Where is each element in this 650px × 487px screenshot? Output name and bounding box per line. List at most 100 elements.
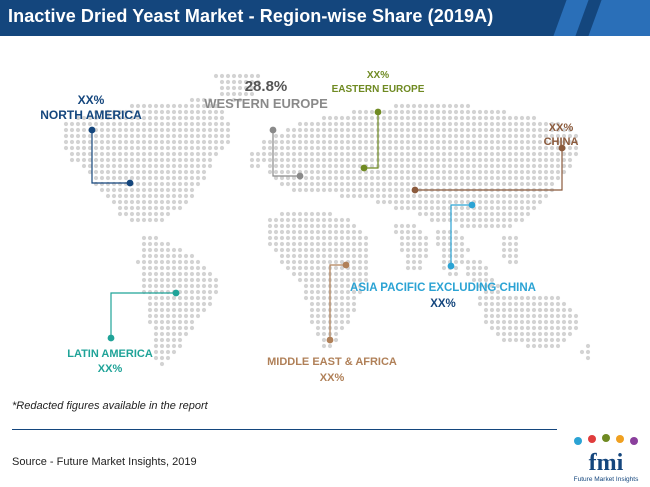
map-dot <box>345 235 351 241</box>
map-dot <box>189 277 195 283</box>
map-dot <box>471 139 477 145</box>
map-dot <box>483 175 489 181</box>
map-dot <box>189 271 195 277</box>
map-dot <box>495 313 501 319</box>
map-dot <box>153 217 159 223</box>
map-dot <box>339 133 345 139</box>
map-dot <box>99 121 105 127</box>
map-dot <box>165 205 171 211</box>
map-dot <box>519 211 525 217</box>
map-dot <box>525 301 531 307</box>
map-dot <box>531 181 537 187</box>
map-dot <box>189 313 195 319</box>
map-dot <box>453 145 459 151</box>
map-dot <box>483 205 489 211</box>
map-dot <box>165 247 171 253</box>
map-dot <box>483 121 489 127</box>
map-dot <box>357 127 363 133</box>
footnote: *Redacted figures available in the repor… <box>12 400 208 412</box>
map-dot <box>459 193 465 199</box>
map-dot <box>561 313 567 319</box>
map-dot <box>201 289 207 295</box>
region-value: XX% <box>97 363 123 375</box>
map-dot <box>483 151 489 157</box>
map-dot <box>345 283 351 289</box>
world-map-dots <box>63 73 591 367</box>
map-dot <box>333 115 339 121</box>
map-dot <box>453 199 459 205</box>
map-dot <box>327 217 333 223</box>
map-dot <box>447 157 453 163</box>
map-dot <box>153 205 159 211</box>
map-dot <box>567 145 573 151</box>
map-dot <box>441 235 447 241</box>
map-dot <box>519 133 525 139</box>
map-dot <box>525 127 531 133</box>
map-dot <box>351 241 357 247</box>
map-dot <box>195 151 201 157</box>
marker-asia-pacific <box>468 201 476 209</box>
map-dot <box>147 115 153 121</box>
map-dot <box>393 187 399 193</box>
map-dot <box>399 163 405 169</box>
map-dot <box>357 151 363 157</box>
map-dot <box>465 157 471 163</box>
map-dot <box>285 259 291 265</box>
map-dot <box>303 121 309 127</box>
map-dot <box>411 127 417 133</box>
map-dot <box>363 241 369 247</box>
map-dot <box>339 271 345 277</box>
map-dot <box>549 343 555 349</box>
map-dot <box>129 127 135 133</box>
map-dot <box>417 193 423 199</box>
map-dot <box>441 151 447 157</box>
map-dot <box>555 307 561 313</box>
map-dot <box>501 163 507 169</box>
map-dot <box>543 307 549 313</box>
map-dot <box>363 145 369 151</box>
map-dot <box>177 259 183 265</box>
map-dot <box>357 241 363 247</box>
map-dot <box>441 211 447 217</box>
map-dot <box>219 115 225 121</box>
map-dot <box>405 121 411 127</box>
map-dot <box>339 325 345 331</box>
map-dot <box>93 151 99 157</box>
map-dot <box>207 109 213 115</box>
map-dot <box>477 121 483 127</box>
region-name: ASIA PACIFIC EXCLUDING CHINA <box>350 282 536 294</box>
map-dot <box>297 157 303 163</box>
map-dot <box>483 211 489 217</box>
map-dot <box>279 157 285 163</box>
map-dot <box>165 151 171 157</box>
map-dot <box>501 307 507 313</box>
map-dot <box>555 169 561 175</box>
map-dot <box>513 337 519 343</box>
map-dot <box>537 127 543 133</box>
map-dot <box>213 121 219 127</box>
map-dot <box>117 127 123 133</box>
map-dot <box>135 187 141 193</box>
map-dot <box>129 205 135 211</box>
map-dot <box>525 295 531 301</box>
map-dot <box>423 145 429 151</box>
map-dot <box>159 217 165 223</box>
map-dot <box>171 181 177 187</box>
map-dot <box>159 301 165 307</box>
map-dot <box>495 301 501 307</box>
map-dot <box>135 163 141 169</box>
map-dot <box>507 247 513 253</box>
map-dot <box>387 157 393 163</box>
map-dot <box>117 133 123 139</box>
map-dot <box>321 277 327 283</box>
map-dot <box>279 151 285 157</box>
map-dot <box>519 199 525 205</box>
map-dot <box>123 211 129 217</box>
map-dot <box>489 115 495 121</box>
map-dot <box>405 163 411 169</box>
map-dot <box>525 133 531 139</box>
map-dot <box>555 325 561 331</box>
map-dot <box>495 307 501 313</box>
map-dot <box>537 325 543 331</box>
map-dot <box>177 325 183 331</box>
